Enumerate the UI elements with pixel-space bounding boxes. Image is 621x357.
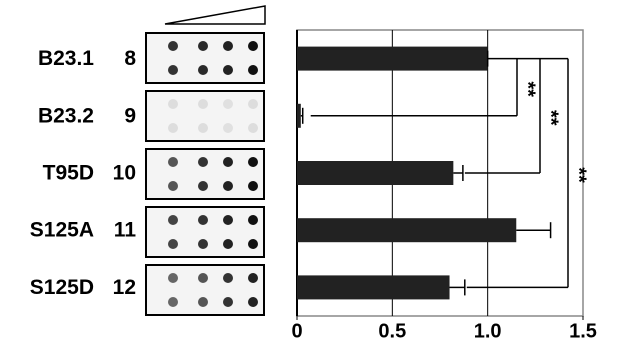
x-tick-label: 1.5 <box>569 320 597 342</box>
x-tick-label: 0.5 <box>378 320 406 342</box>
blot-dot <box>168 99 178 109</box>
blot-dot <box>248 215 258 225</box>
bar <box>297 275 450 299</box>
blot-dot <box>248 99 258 109</box>
blot-dot <box>223 123 233 133</box>
bar <box>297 47 488 71</box>
blot-dot <box>198 99 208 109</box>
blot-dot <box>168 215 178 225</box>
sample-label: B23.1 <box>38 47 94 70</box>
blot-dot <box>168 273 178 283</box>
blot-dot <box>168 297 178 307</box>
bar <box>297 104 301 128</box>
blot-dot <box>198 157 208 167</box>
blot-panel <box>146 91 264 141</box>
blot-dot <box>198 65 208 75</box>
blot-dot <box>248 273 258 283</box>
significance-label: ** <box>517 81 539 97</box>
blot-dot <box>168 123 178 133</box>
x-tick-label: 0 <box>291 320 302 342</box>
blot-dot <box>198 215 208 225</box>
blot-dot <box>168 239 178 249</box>
blot-dot <box>248 297 258 307</box>
blot-dot <box>223 41 233 51</box>
sample-label: S125D <box>30 276 94 299</box>
blot-dot <box>248 157 258 167</box>
blot-panel <box>146 33 264 83</box>
blot-dot <box>248 181 258 191</box>
sample-label: T95D <box>43 162 94 185</box>
blot-dot <box>198 181 208 191</box>
blot-dot <box>223 181 233 191</box>
blot-dot <box>223 239 233 249</box>
blot-dot <box>248 65 258 75</box>
blot-dot <box>168 41 178 51</box>
blot-dot <box>223 99 233 109</box>
x-tick-label: 1.0 <box>474 320 502 342</box>
blot-panel <box>146 207 264 257</box>
blot-dot <box>198 123 208 133</box>
blot-dot <box>168 181 178 191</box>
blot-dot <box>248 41 258 51</box>
blot-panel <box>146 149 264 199</box>
lane-label: 11 <box>114 219 137 242</box>
blot-dot <box>248 239 258 249</box>
sample-label: S125A <box>30 219 94 242</box>
blot-dot <box>223 65 233 75</box>
blot-dot <box>223 273 233 283</box>
blot-dot <box>223 297 233 307</box>
lane-label: 10 <box>113 162 136 185</box>
blot-dot <box>168 65 178 75</box>
blot-dot <box>198 41 208 51</box>
bar <box>297 218 516 242</box>
blot-dot <box>198 297 208 307</box>
bar <box>297 161 453 185</box>
sample-label: B23.2 <box>38 104 94 127</box>
blot-dot <box>168 157 178 167</box>
blot-panel <box>146 265 264 315</box>
blot-dot <box>198 273 208 283</box>
blot-dot <box>223 215 233 225</box>
lane-label: 12 <box>113 276 136 299</box>
significance-label: ** <box>568 167 590 183</box>
gradient-wedge <box>165 6 265 24</box>
lane-label: 8 <box>124 47 136 70</box>
significance-label: ** <box>540 110 562 126</box>
blot-dot <box>198 239 208 249</box>
lane-label: 9 <box>124 104 136 127</box>
blot-dot <box>248 123 258 133</box>
blot-dot <box>223 157 233 167</box>
figure: B23.1 8 B23.2 9 T95D 10 S125A 11 S125D 12 0 0.5 1.0 1… <box>0 0 621 357</box>
